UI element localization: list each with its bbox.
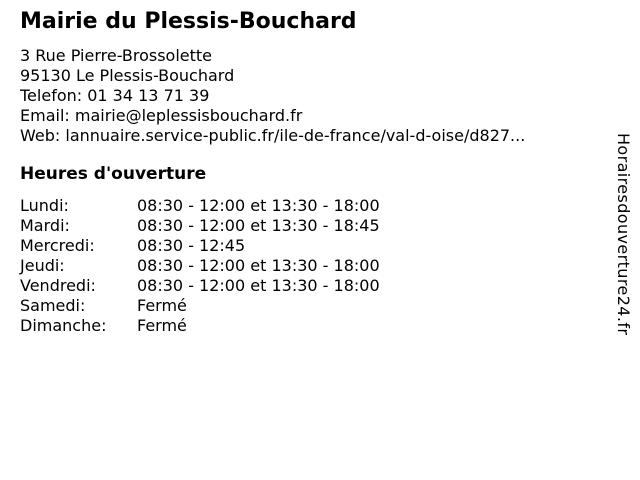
web-value: lannuaire.service-public.fr/ile-de-franc…	[65, 126, 526, 145]
day-hours: Fermé	[137, 316, 187, 335]
address-line-2: 95130 Le Plessis-Bouchard	[20, 66, 235, 85]
day-label: Dimanche:	[20, 316, 107, 335]
phone-line: Telefon: 01 34 13 71 39	[20, 86, 600, 106]
day-hours: 08:30 - 12:00 et 13:30 - 18:00	[137, 256, 380, 275]
table-row: Vendredi: 08:30 - 12:00 et 13:30 - 18:00	[20, 276, 600, 296]
table-row: Dimanche: Fermé	[20, 316, 600, 336]
phone-label: Telefon:	[20, 86, 83, 105]
table-row: Jeudi: 08:30 - 12:00 et 13:30 - 18:00	[20, 256, 600, 276]
phone-value: 01 34 13 71 39	[87, 86, 210, 105]
address-line-1: 3 Rue Pierre-Brossolette	[20, 46, 213, 65]
contact-info-block: 3 Rue Pierre-Brossolette 95130 Le Plessi…	[20, 46, 600, 146]
opening-hours-heading: Heures d'ouverture	[20, 164, 207, 184]
table-row: Mardi: 08:30 - 12:00 et 13:30 - 18:45	[20, 216, 600, 236]
day-label: Samedi:	[20, 296, 86, 315]
page-title: Mairie du Plessis-Bouchard	[20, 9, 357, 34]
table-row: Mercredi: 08:30 - 12:45	[20, 236, 600, 256]
site-watermark-vertical-text: Horairesdouverture24.fr	[614, 133, 633, 336]
day-hours: 08:30 - 12:00 et 13:30 - 18:45	[137, 216, 380, 235]
main-content: Mairie du Plessis-Bouchard 3 Rue Pierre-…	[20, 9, 600, 336]
day-label: Mardi:	[20, 216, 70, 235]
opening-hours-table: Lundi: 08:30 - 12:00 et 13:30 - 18:00 Ma…	[20, 196, 600, 336]
email-value: mairie@leplessisbouchard.fr	[74, 106, 303, 125]
web-line: Web: lannuaire.service-public.fr/ile-de-…	[20, 126, 600, 146]
email-label: Email:	[20, 106, 70, 125]
web-label: Web:	[20, 126, 61, 145]
day-hours: 08:30 - 12:00 et 13:30 - 18:00	[137, 276, 380, 295]
day-hours: Fermé	[137, 296, 187, 315]
day-label: Lundi:	[20, 196, 69, 215]
day-label: Jeudi:	[20, 256, 65, 275]
table-row: Lundi: 08:30 - 12:00 et 13:30 - 18:00	[20, 196, 600, 216]
day-hours: 08:30 - 12:00 et 13:30 - 18:00	[137, 196, 380, 215]
day-label: Mercredi:	[20, 236, 95, 255]
table-row: Samedi: Fermé	[20, 296, 600, 316]
email-line: Email: mairie@leplessisbouchard.fr	[20, 106, 600, 126]
day-label: Vendredi:	[20, 276, 96, 295]
day-hours: 08:30 - 12:45	[137, 236, 246, 255]
